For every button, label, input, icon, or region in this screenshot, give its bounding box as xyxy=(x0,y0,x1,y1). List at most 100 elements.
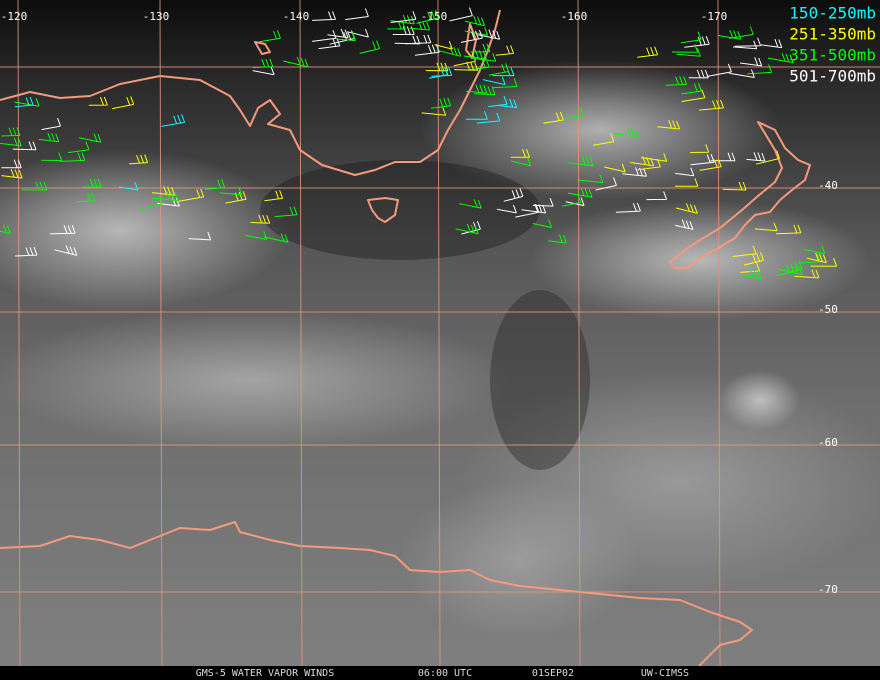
wind-barb xyxy=(532,197,554,207)
wind-barb xyxy=(657,120,681,130)
wind-barb xyxy=(259,30,281,43)
wind-barb xyxy=(488,96,508,108)
wind-barb xyxy=(59,152,86,162)
wind-barb xyxy=(564,107,584,119)
wind-barb xyxy=(676,48,701,57)
longitude-label: -140 xyxy=(283,10,310,23)
wind-barb xyxy=(0,224,11,234)
wind-barb xyxy=(497,98,518,109)
wind-barb xyxy=(470,43,491,53)
wind-barb xyxy=(476,112,501,124)
wind-barb xyxy=(674,178,699,187)
wind-barb xyxy=(728,69,755,78)
wind-barb xyxy=(492,78,518,89)
wind-barb xyxy=(14,96,34,108)
wind-barb xyxy=(14,98,40,107)
wind-barb xyxy=(567,187,593,198)
wind-barb xyxy=(464,15,485,27)
wind-barb xyxy=(532,219,553,228)
wind-barb xyxy=(728,26,754,39)
footer: GMS-5 WATER VAPOR WINDS 06:00 UTC 01SEP02 U… xyxy=(196,668,689,679)
wind-barb xyxy=(204,179,226,190)
wind-barb xyxy=(797,253,821,264)
wind-barb xyxy=(768,52,794,64)
wind-barb xyxy=(775,224,802,235)
wind-barb xyxy=(347,28,369,38)
wind-barb xyxy=(416,9,439,24)
wind-barb xyxy=(746,152,766,162)
wind-barb xyxy=(50,225,76,235)
wind-barb xyxy=(409,21,431,31)
wind-barb xyxy=(671,44,699,53)
wind-barb xyxy=(264,190,284,202)
wind-barb xyxy=(161,114,186,127)
wind-barb xyxy=(718,29,742,40)
wind-barb xyxy=(392,26,415,35)
coastlines xyxy=(0,9,811,680)
wind-barb xyxy=(482,76,506,86)
longitude-label: -150 xyxy=(421,10,448,23)
wind-barb xyxy=(82,178,102,188)
grid-labels: -120 -130 -140 -150 -160 -170 -40 -50 -60 -70 xyxy=(1,10,838,596)
wind-barb xyxy=(681,89,706,102)
wind-barbs xyxy=(0,7,838,280)
wind-barb xyxy=(1,168,23,179)
wind-barb xyxy=(252,58,274,69)
wind-barb xyxy=(152,191,179,201)
wind-barb xyxy=(431,67,453,77)
wind-barb xyxy=(430,97,452,109)
wind-barb xyxy=(471,53,497,62)
wind-barb xyxy=(680,31,702,44)
footer-text: 01SEP02 xyxy=(532,668,574,679)
legend: 150-250mb 251-350mb 351-500mb 501-700mb xyxy=(789,4,876,86)
latitude-label: -40 xyxy=(818,179,838,192)
wind-barb xyxy=(794,269,820,279)
wind-barb xyxy=(139,195,163,210)
wind-barb xyxy=(188,231,212,241)
longitude-label: -130 xyxy=(143,10,170,23)
wind-barb xyxy=(510,157,532,167)
wind-barb xyxy=(390,11,417,23)
wind-barb xyxy=(732,245,757,257)
wind-barb xyxy=(283,56,309,68)
wind-barb xyxy=(449,7,473,22)
longitude-label: -160 xyxy=(561,10,588,23)
wind-barb xyxy=(675,219,694,230)
footer-bar xyxy=(0,666,880,680)
legend-entry: 501-700mb xyxy=(789,67,876,86)
wind-barb xyxy=(88,96,108,106)
wind-barb xyxy=(75,192,96,203)
wind-barb xyxy=(675,203,698,214)
legend-entry: 150-250mb xyxy=(789,4,876,23)
wind-barb xyxy=(336,32,356,42)
wind-barb xyxy=(622,167,647,177)
wind-barb xyxy=(14,246,38,257)
longitude-label: -170 xyxy=(701,10,728,23)
wind-barb xyxy=(264,233,289,243)
meridian xyxy=(717,0,721,667)
wind-barb xyxy=(593,133,615,146)
wind-barb xyxy=(312,30,337,42)
wind-barb xyxy=(740,57,763,67)
wind-barb xyxy=(754,222,778,232)
wind-barb xyxy=(747,64,773,75)
wind-barb xyxy=(118,181,139,191)
wind-barb xyxy=(274,206,298,218)
wind-barb xyxy=(414,44,440,56)
wind-barb xyxy=(510,149,530,158)
wind-barb xyxy=(496,204,517,214)
wind-barb xyxy=(577,174,604,184)
wind-barb xyxy=(521,203,547,214)
wind-barb xyxy=(394,35,421,45)
wind-barb xyxy=(327,28,349,39)
wind-barb xyxy=(454,61,479,71)
wind-barb xyxy=(488,63,510,76)
wind-barb xyxy=(732,40,758,50)
wind-barb xyxy=(1,159,22,169)
wind-barb xyxy=(595,177,617,191)
wind-barb xyxy=(755,150,781,165)
wind-barb xyxy=(54,245,78,256)
wind-barb xyxy=(152,186,176,196)
wind-barb xyxy=(465,111,488,120)
